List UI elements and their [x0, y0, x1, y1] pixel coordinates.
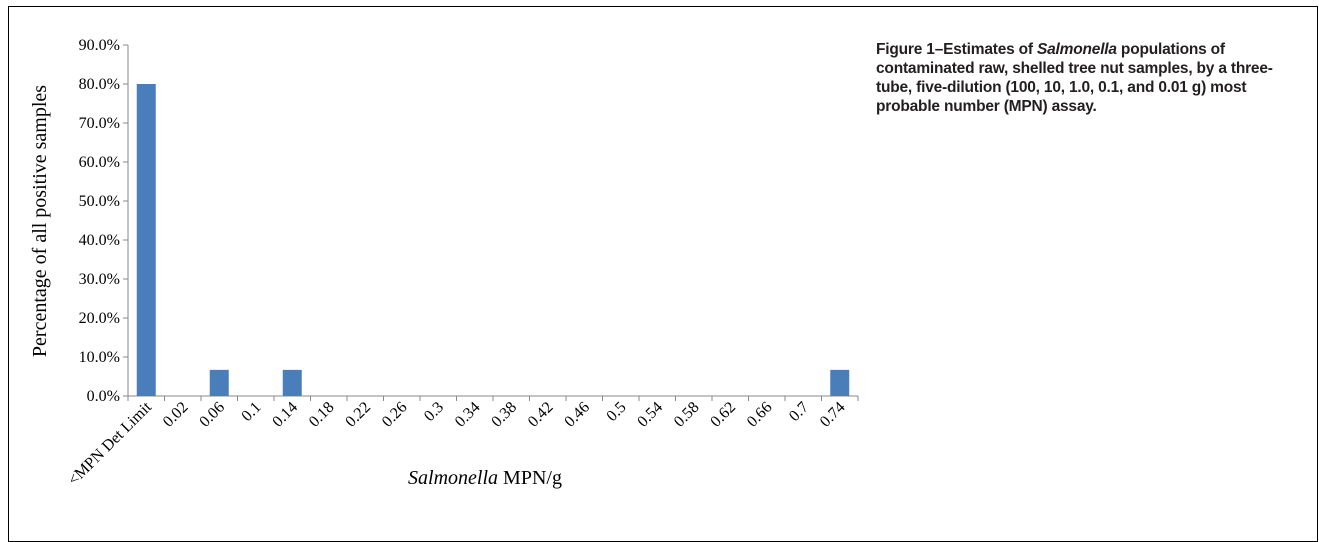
x-tick-label: 0.66 — [744, 399, 776, 431]
x-tick-label: 0.5 — [603, 399, 629, 425]
figure-caption: Figure 1–Estimates of Salmonella populat… — [876, 40, 1276, 116]
x-tick-label: 0.42 — [525, 399, 557, 431]
bar — [830, 369, 850, 396]
y-tick-label: 0.0% — [87, 388, 120, 405]
figure-frame — [8, 6, 1318, 542]
x-tick-label: 0.34 — [452, 399, 484, 431]
x-tick-label: 0.06 — [196, 399, 228, 431]
x-axis-title: Salmonella MPN/g — [408, 467, 562, 489]
plot-area: 0.0% 10.0% 20.0% 30.0% 40.0% 50.0% 60.0% 70.0% 8… — [65, 37, 859, 489]
y-tick-label: 50.0% — [79, 193, 120, 210]
x-tick-label: 0.18 — [306, 399, 338, 431]
x-tick-label: 0.02 — [160, 399, 192, 431]
x-tick-label: 0.58 — [671, 399, 703, 431]
bar — [282, 369, 302, 396]
x-tick-label: 0.1 — [238, 399, 264, 425]
y-tick-label: 70.0% — [79, 115, 120, 132]
x-tick-label: 0.74 — [817, 399, 849, 431]
x-tick-label: 0.46 — [561, 399, 593, 431]
y-tick-label: 60.0% — [79, 154, 120, 171]
y-tick-label: 90.0% — [79, 37, 120, 54]
x-tick-label: 0.54 — [634, 399, 666, 431]
x-tick-label: 0.38 — [488, 399, 520, 431]
y-axis-title: Percentage of all positive samples — [29, 85, 51, 357]
x-tick-label: 0.62 — [707, 399, 739, 431]
caption-suffix: populations of contaminated raw, shelled… — [876, 41, 1273, 115]
y-tick-label: 80.0% — [79, 76, 120, 93]
y-tick-label: 10.0% — [79, 349, 120, 366]
x-tick-label: <MPN Det Limit — [65, 398, 155, 488]
bar — [209, 369, 229, 396]
x-tick-label: 0.7 — [786, 399, 812, 425]
y-tick-label: 20.0% — [79, 310, 120, 327]
bar — [136, 84, 156, 396]
x-tick-label: 0.3 — [421, 399, 447, 425]
y-tick-label: 30.0% — [79, 271, 120, 288]
x-axis-title-italic: Salmonella — [408, 467, 498, 489]
caption-prefix: Figure 1–Estimates of — [876, 41, 1037, 58]
y-tick-label: 40.0% — [79, 232, 120, 249]
x-tick-label: 0.26 — [379, 399, 411, 431]
x-axis-title-rest: MPN/g — [498, 467, 562, 489]
y-axis-title-group: Percentage of all positive samples — [29, 85, 51, 357]
caption-italic: Salmonella — [1036, 41, 1117, 58]
x-tick-label: 0.22 — [342, 399, 374, 431]
x-tick-label: 0.14 — [269, 399, 301, 431]
